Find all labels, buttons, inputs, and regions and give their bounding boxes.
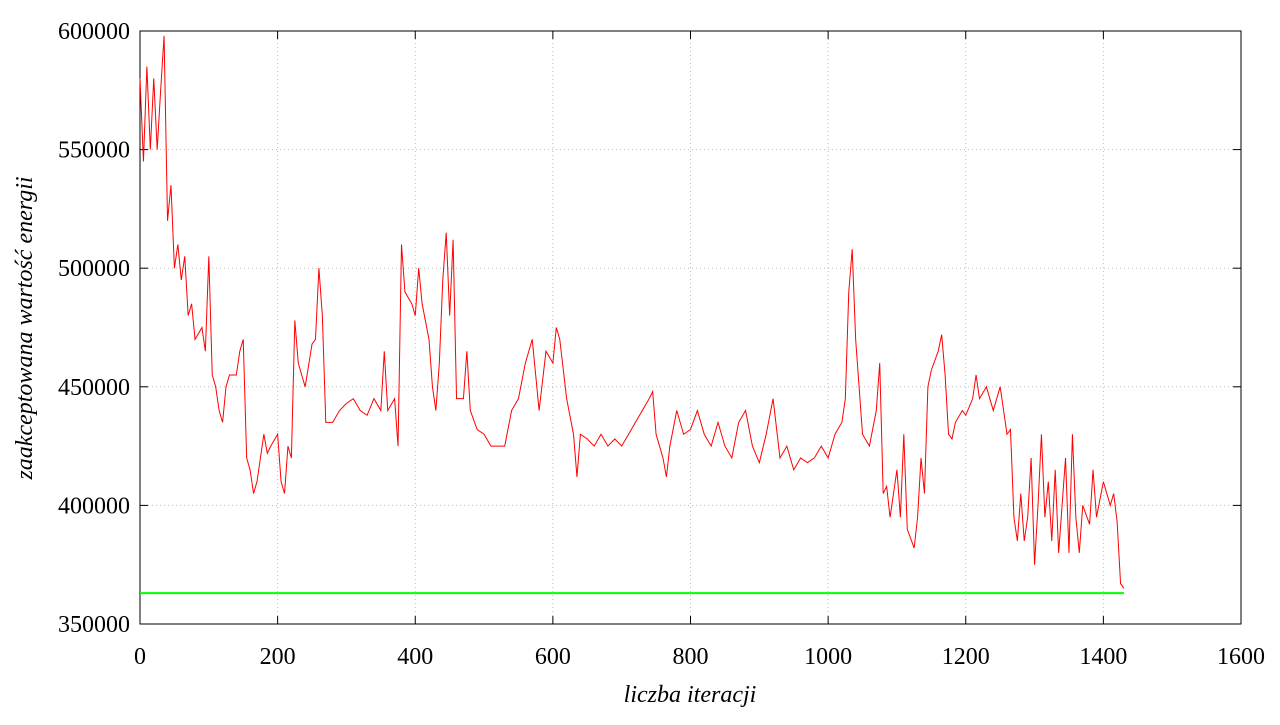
x-tick-label: 0 — [134, 644, 146, 670]
y-tick-label: 450000 — [58, 375, 130, 401]
y-tick-label: 500000 — [58, 256, 130, 282]
y-tick-label: 400000 — [58, 493, 130, 519]
y-tick-label: 550000 — [58, 138, 130, 164]
x-tick-label: 600 — [535, 644, 571, 670]
x-tick-label: 1200 — [942, 644, 990, 670]
y-axis-label: zaakceptowana wartość energii — [12, 176, 38, 480]
x-axis-label: liczba iteracji — [624, 682, 757, 708]
x-tick-label: 1400 — [1079, 644, 1127, 670]
x-tick-label: 1600 — [1217, 644, 1265, 670]
plot-frame — [139, 30, 1242, 625]
x-tick-label: 1000 — [804, 644, 852, 670]
x-tick-label: 200 — [260, 644, 296, 670]
x-tick-label: 800 — [673, 644, 709, 670]
x-tick-label: 400 — [397, 644, 433, 670]
y-tick-label: 350000 — [58, 612, 130, 638]
y-tick-label: 600000 — [58, 19, 130, 45]
data-line — [139, 35, 1125, 589]
